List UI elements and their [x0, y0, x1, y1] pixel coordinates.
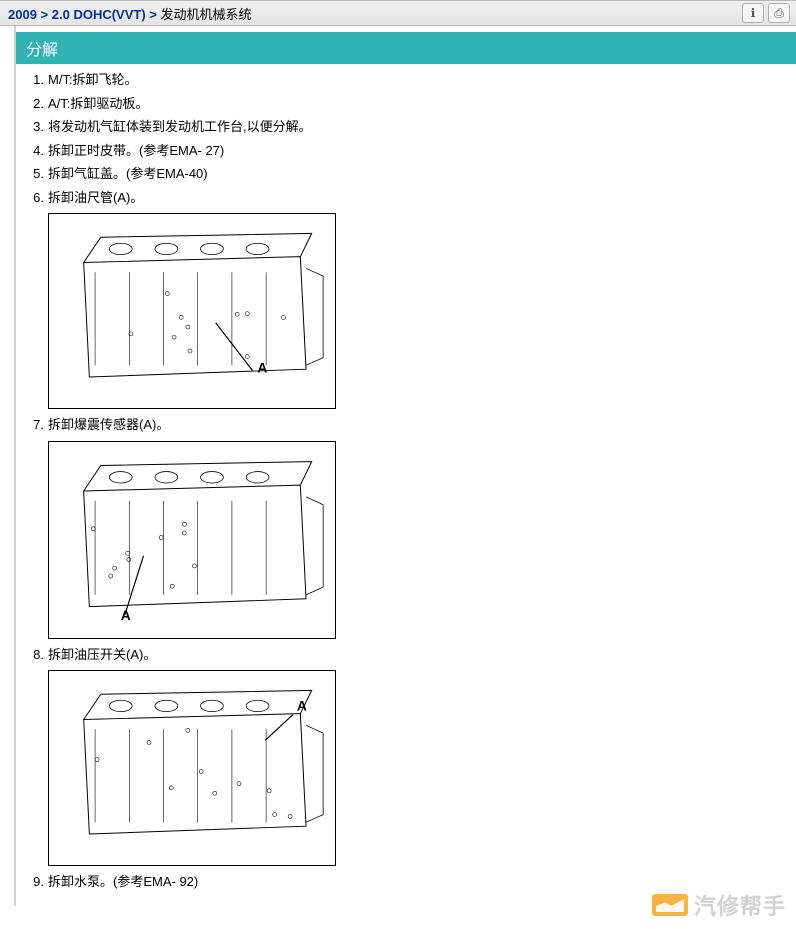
svg-text:A: A	[297, 698, 307, 714]
section-header: 分解	[16, 32, 796, 64]
step-number: 5.	[26, 164, 44, 184]
step-number: 6.	[26, 188, 44, 208]
breadcrumb-year: 2009	[8, 7, 37, 22]
breadcrumb-model: 2.0 DOHC(VVT)	[52, 7, 146, 22]
step-3: 3.将发动机气缸体装到发动机工作台,以便分解。	[26, 117, 786, 137]
step-number: 1.	[26, 70, 44, 90]
step-6: 6.拆卸油尺管(A)。	[26, 188, 786, 208]
breadcrumb: 2009 > 2.0 DOHC(VVT) > 发动机机械系统	[0, 4, 742, 23]
breadcrumb-sep-1: >	[41, 7, 49, 22]
breadcrumb-system: 发动机机械系统	[161, 7, 252, 22]
step-number: 9.	[26, 872, 44, 892]
step-text: M/T:拆卸飞轮。	[48, 70, 786, 90]
step-number: 4.	[26, 141, 44, 161]
step-text: A/T:拆卸驱动板。	[48, 94, 786, 114]
figure-fig2: A	[48, 441, 336, 639]
svg-text:A: A	[121, 607, 131, 623]
figure-fig3: A	[48, 670, 336, 866]
step-8: 8.拆卸油压开关(A)。	[26, 645, 786, 665]
figure-fig1: A	[48, 213, 336, 409]
breadcrumb-sep-2: >	[149, 7, 157, 22]
top-icons: ℹ ⎙	[742, 3, 796, 23]
step-9: 9.拆卸水泵。(参考EMA- 92)	[26, 872, 786, 892]
step-7: 7.拆卸爆震传感器(A)。	[26, 415, 786, 435]
step-text: 拆卸油尺管(A)。	[48, 188, 786, 208]
content: 分解 1.M/T:拆卸飞轮。2.A/T:拆卸驱动板。3.将发动机气缸体装到发动机…	[14, 26, 796, 906]
print-icon[interactable]: ⎙	[768, 3, 790, 23]
step-number: 3.	[26, 117, 44, 137]
info-icon[interactable]: ℹ	[742, 3, 764, 23]
step-number: 2.	[26, 94, 44, 114]
step-text: 拆卸油压开关(A)。	[48, 645, 786, 665]
step-2: 2.A/T:拆卸驱动板。	[26, 94, 786, 114]
step-text: 拆卸气缸盖。(参考EMA-40)	[48, 164, 786, 184]
step-4: 4.拆卸正时皮带。(参考EMA- 27)	[26, 141, 786, 161]
top-bar: 2009 > 2.0 DOHC(VVT) > 发动机机械系统 ℹ ⎙	[0, 0, 796, 26]
step-number: 8.	[26, 645, 44, 665]
step-text: 拆卸爆震传感器(A)。	[48, 415, 786, 435]
step-text: 拆卸正时皮带。(参考EMA- 27)	[48, 141, 786, 161]
step-number: 7.	[26, 415, 44, 435]
step-text: 拆卸水泵。(参考EMA- 92)	[48, 872, 786, 892]
steps-list: 1.M/T:拆卸飞轮。2.A/T:拆卸驱动板。3.将发动机气缸体装到发动机工作台…	[16, 70, 796, 906]
step-1: 1.M/T:拆卸飞轮。	[26, 70, 786, 90]
step-text: 将发动机气缸体装到发动机工作台,以便分解。	[48, 117, 786, 137]
step-5: 5.拆卸气缸盖。(参考EMA-40)	[26, 164, 786, 184]
svg-text:A: A	[257, 359, 267, 375]
